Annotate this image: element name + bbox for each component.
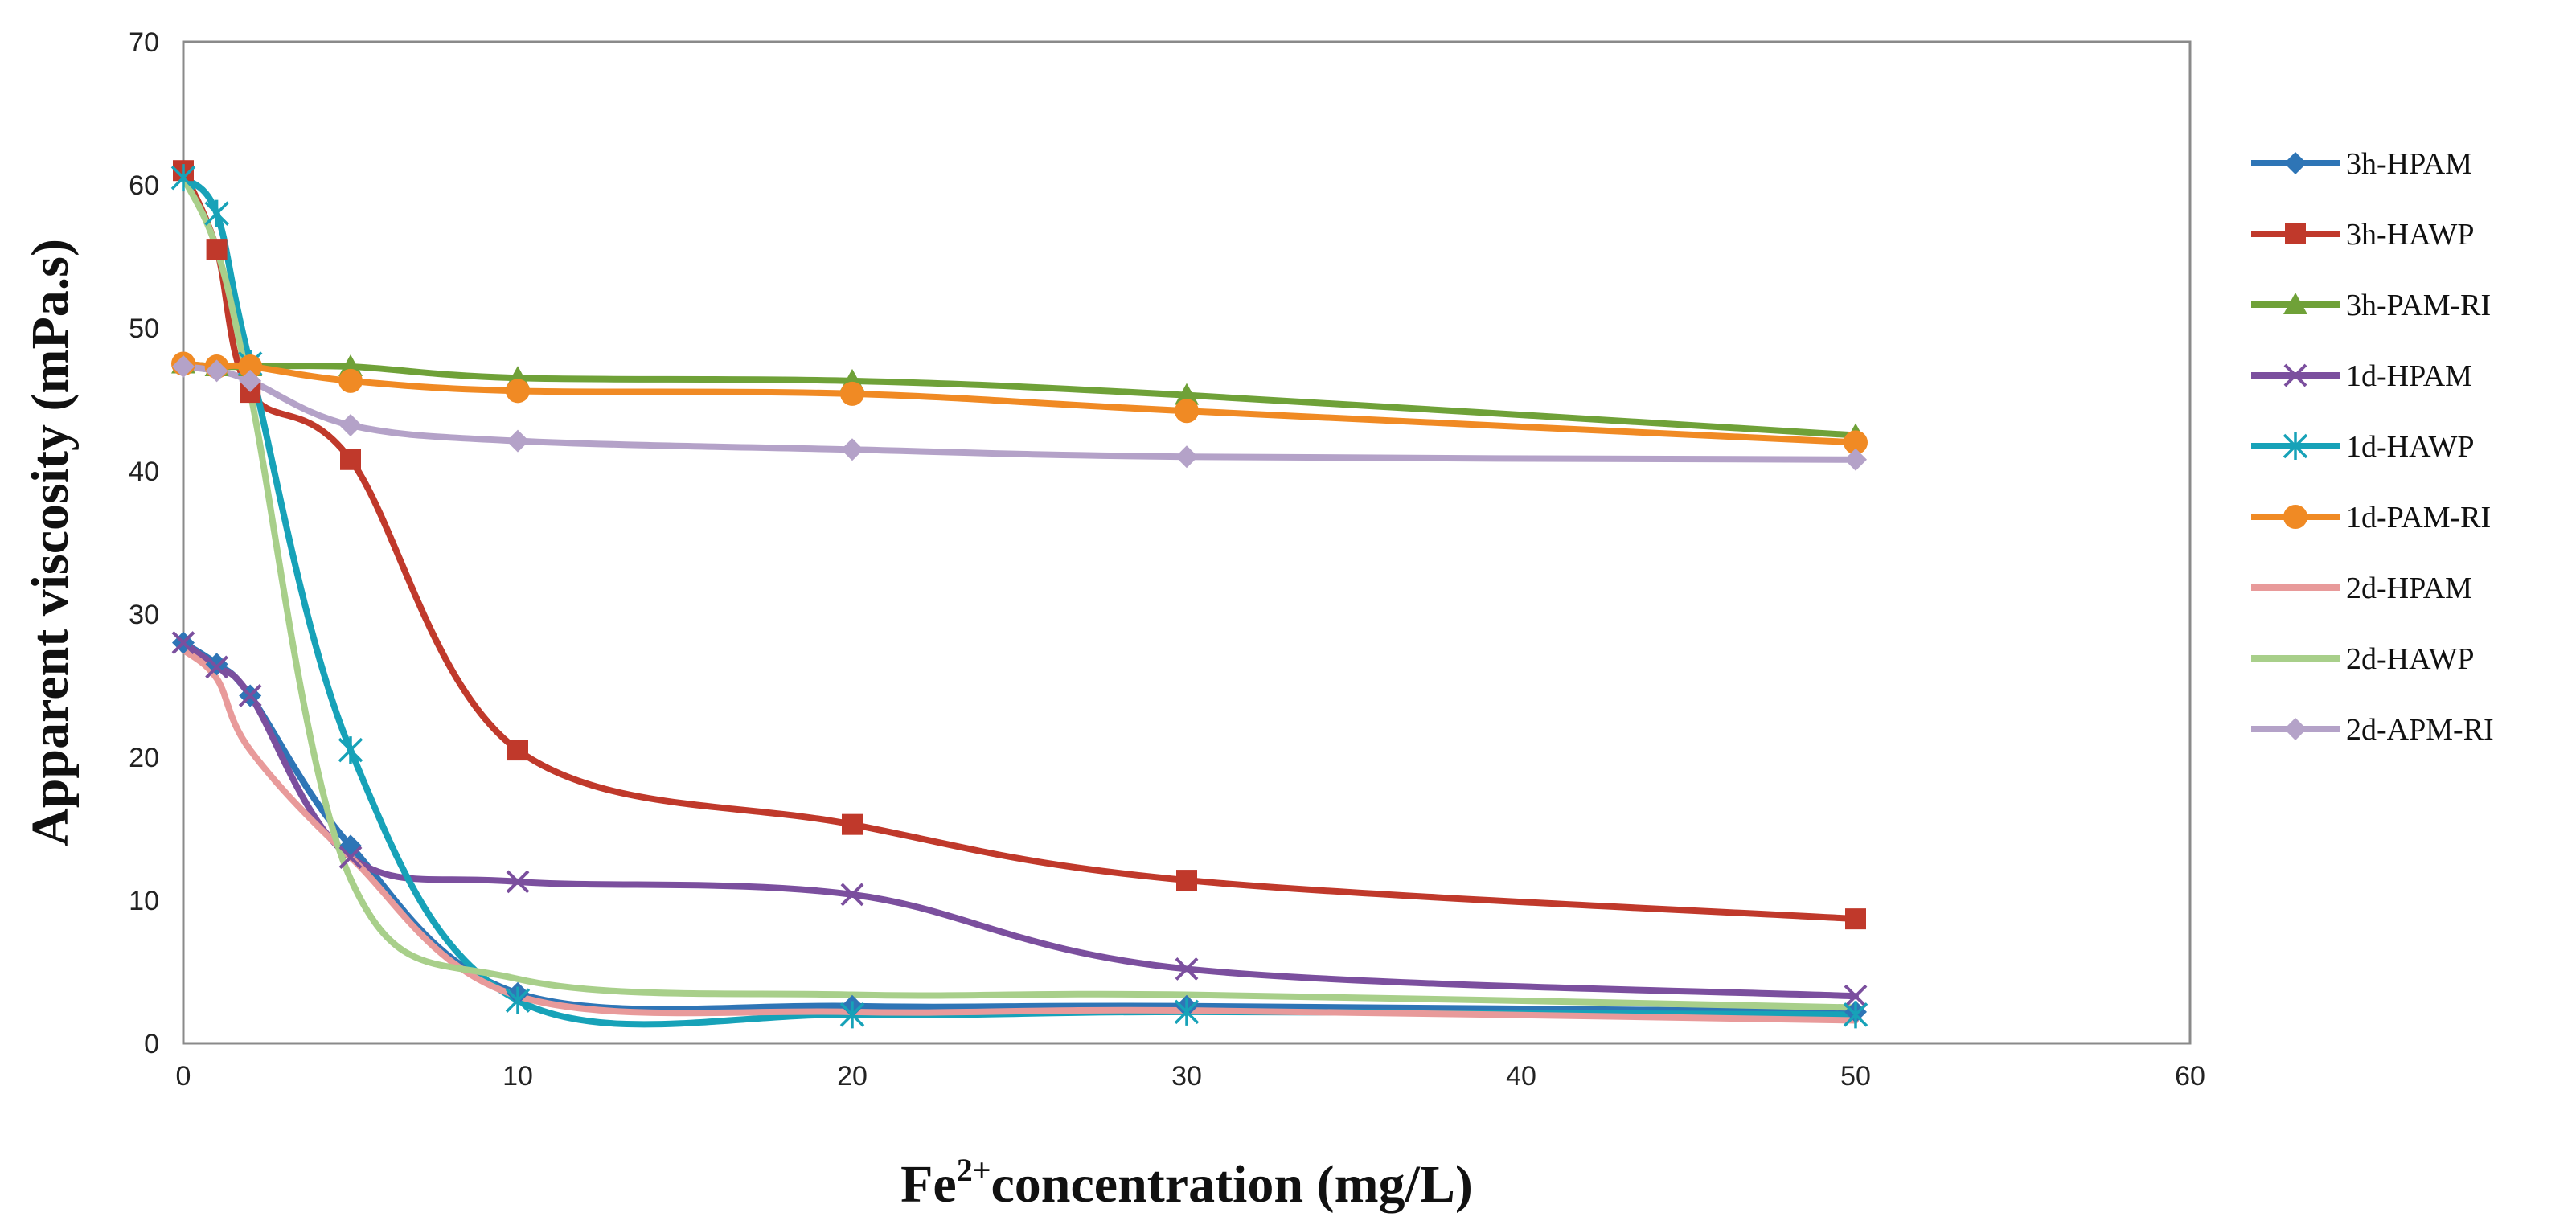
y-tick-label: 40 [129, 457, 159, 487]
plot-area [182, 40, 2192, 1045]
data-point-3h-hpam [205, 653, 228, 676]
data-point-3h-hawp [507, 740, 528, 761]
y-tick-label: 0 [144, 1029, 159, 1059]
data-point-1d-hawp [170, 164, 196, 192]
data-point-1d-pam-ri [840, 381, 864, 406]
data-point-1d-hpam [338, 846, 363, 870]
data-point-1d-hawp [1174, 998, 1200, 1026]
x-tick-label: 20 [837, 1061, 868, 1092]
y-tick-label: 30 [129, 600, 159, 630]
series-markers [170, 160, 1868, 1029]
x-tick-label: 10 [502, 1061, 533, 1092]
data-point-3h-hawp [340, 449, 361, 470]
legend-label-3h-hpam: 3h-HPAM [2346, 147, 2472, 181]
y-axis-title: Apparent viscosity (mPa.s) [21, 239, 80, 846]
legend-label-2d-hpam: 2d-HPAM [2346, 572, 2472, 605]
data-point-3h-hawp [1176, 870, 1197, 891]
y-tick-labels: 0 10 20 30 40 50 60 70 [129, 27, 159, 1059]
y-tick-label: 20 [129, 743, 159, 773]
legend-label-1d-hawp: 1d-HAWP [2346, 430, 2475, 464]
y-tick-label: 10 [129, 886, 159, 916]
x-axis-title-superscript: 2+ [957, 1152, 991, 1188]
data-point-1d-hawp [338, 736, 363, 764]
data-point-2d-apm-ri [1844, 448, 1867, 471]
legend-label-3h-hawp: 3h-HAWP [2346, 218, 2475, 252]
data-point-2d-apm-ri [841, 438, 863, 461]
data-point-1d-hawp [1843, 1001, 1868, 1029]
data-point-2d-apm-ri [507, 429, 529, 453]
data-point-1d-hawp [839, 1001, 865, 1029]
legend-marker-1d-hpam [2283, 363, 2307, 387]
data-point-2d-apm-ri [172, 355, 195, 379]
data-point-1d-pam-ri [1844, 430, 1868, 455]
data-point-2d-apm-ri [239, 369, 262, 392]
y-tick-label: 50 [129, 313, 159, 344]
legend-label-2d-hawp: 2d-HAWP [2346, 642, 2475, 676]
data-point-3h-pam-ri [1175, 383, 1199, 405]
x-axis-title-rest: concentration (mg/L) [991, 1155, 1473, 1214]
data-point-1d-pam-ri [338, 368, 363, 393]
x-axis-title: Fe2+concentration (mg/L) [900, 1152, 1473, 1214]
legend-marker-1d-pam-ri [2283, 505, 2307, 529]
x-tick-label: 60 [2175, 1061, 2205, 1092]
data-point-3h-hawp [1845, 908, 1866, 930]
legend-marker-3h-pam-ri [2283, 293, 2307, 314]
data-point-1d-hpam [238, 684, 262, 707]
data-point-2d-apm-ri [205, 359, 228, 383]
x-tick-label: 50 [1840, 1061, 1871, 1092]
data-point-3h-hawp [206, 239, 228, 260]
legend-label-1d-pam-ri: 1d-PAM-RI [2346, 501, 2491, 535]
y-tick-label: 60 [129, 170, 159, 201]
series-line-3h-hawp [180, 167, 1859, 923]
data-point-1d-hpam [840, 883, 864, 907]
legend-marker-2d-apm-ri [2284, 718, 2307, 740]
x-axis-title-main: Fe [900, 1155, 957, 1214]
data-point-1d-hpam [1175, 957, 1199, 981]
x-tick-label: 30 [1171, 1061, 1202, 1092]
data-point-2d-apm-ri [339, 414, 362, 437]
data-point-1d-hpam [506, 870, 530, 894]
legend-marker-3h-hawp [2285, 223, 2306, 244]
legend-label-3h-pam-ri: 3h-PAM-RI [2346, 289, 2491, 322]
legend-label-1d-hpam: 1d-HPAM [2346, 359, 2472, 393]
x-tick-labels: 0 10 20 30 40 50 60 [176, 1061, 2205, 1092]
data-point-1d-pam-ri [506, 379, 530, 404]
data-point-1d-hawp [505, 986, 531, 1014]
data-point-1d-hpam [205, 655, 229, 679]
legend-marker-1d-hawp [2283, 432, 2308, 460]
data-point-1d-pam-ri [1175, 399, 1199, 424]
series-line-2d-hpam [180, 646, 1859, 1024]
y-tick-label: 70 [129, 27, 159, 58]
x-tick-label: 0 [176, 1061, 191, 1092]
legend: 3h-HPAM 3h-HAWP 3h-PAM-RI 1d-HPAM 1d-HAWP 1d-… [2251, 147, 2494, 747]
legend-label-2d-apm-ri: 2d-APM-RI [2346, 713, 2494, 747]
data-point-1d-hpam [171, 631, 195, 655]
data-point-2d-apm-ri [1175, 445, 1198, 469]
data-point-1d-hawp [204, 199, 229, 227]
legend-marker-3h-hpam [2284, 152, 2307, 174]
data-point-1d-hpam [1844, 984, 1868, 1008]
x-tick-label: 40 [1506, 1061, 1536, 1092]
data-point-3h-hawp [842, 813, 863, 835]
data-point-1d-pam-ri [238, 354, 263, 379]
